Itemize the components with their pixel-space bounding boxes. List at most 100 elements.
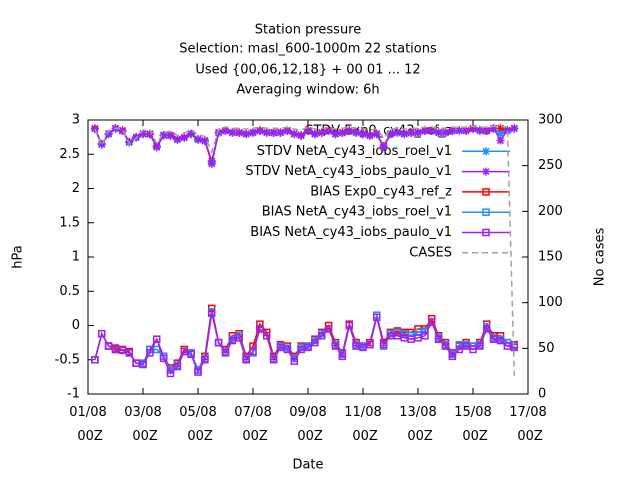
y2-tick-label: 150 <box>538 250 563 265</box>
point-marker <box>276 343 285 352</box>
point-marker <box>324 126 333 135</box>
point-marker <box>276 128 285 137</box>
legend-marker <box>482 208 490 216</box>
point-marker <box>235 129 244 138</box>
point-marker <box>235 334 243 342</box>
point-marker <box>331 342 340 350</box>
y-tick-label: 2.5 <box>59 147 80 162</box>
series-line <box>94 125 516 376</box>
point-marker <box>166 131 175 140</box>
point-marker <box>214 338 223 347</box>
legend-marker <box>482 188 490 196</box>
x-axis-label: Date <box>292 458 323 473</box>
point-marker <box>146 349 154 357</box>
x-tick-label: 09/08 00Z <box>289 405 326 444</box>
point-marker <box>393 332 402 340</box>
point-marker <box>200 136 209 145</box>
point-marker <box>400 129 409 138</box>
point-marker <box>269 129 278 138</box>
point-marker <box>496 124 505 133</box>
y2-tick-label: 100 <box>538 295 563 310</box>
point-marker <box>379 340 388 349</box>
point-marker <box>434 128 443 137</box>
point-marker <box>393 128 402 137</box>
point-marker <box>263 332 271 340</box>
point-marker <box>386 332 395 340</box>
x-tick-label: 11/08 00Z <box>344 405 381 444</box>
point-marker <box>214 128 223 137</box>
point-marker <box>221 126 230 135</box>
point-marker <box>139 129 147 138</box>
point-marker <box>256 325 264 333</box>
point-marker <box>118 126 127 135</box>
point-marker <box>379 143 388 152</box>
point-marker <box>194 368 202 376</box>
x-tick-label: 05/08 00Z <box>179 405 216 444</box>
point-marker <box>311 338 319 347</box>
point-marker <box>290 357 298 365</box>
y2-axis-label: No cases <box>593 228 608 287</box>
point-marker <box>194 135 202 144</box>
y2-tick-label: 250 <box>538 158 563 173</box>
point-marker <box>187 129 196 138</box>
point-marker <box>91 356 99 364</box>
y-tick-label: 1.5 <box>59 215 80 230</box>
legend-marker <box>482 167 490 176</box>
point-marker <box>455 340 463 349</box>
point-marker <box>420 126 429 135</box>
point-marker <box>166 369 175 378</box>
point-marker <box>373 313 381 322</box>
point-marker <box>503 126 512 135</box>
point-marker <box>207 159 216 168</box>
point-marker <box>208 309 216 317</box>
point-marker <box>352 128 361 137</box>
point-marker <box>152 143 161 152</box>
point-marker <box>262 128 271 137</box>
point-marker <box>297 131 306 140</box>
legend-label: BIAS NetA_cy43_iobs_paulo_v1 <box>250 225 452 240</box>
point-marker <box>489 335 498 343</box>
y-tick-label: 1 <box>72 250 80 265</box>
point-marker <box>475 126 484 135</box>
point-marker <box>201 356 209 364</box>
y-tick-label: 0.5 <box>59 284 80 299</box>
point-marker <box>338 129 347 138</box>
x-tick-label: 17/08 00Z <box>509 405 546 444</box>
point-marker <box>372 129 381 138</box>
point-marker <box>153 335 161 343</box>
legend-label: BIAS NetA_cy43_iobs_roel_v1 <box>262 205 452 220</box>
point-marker <box>476 342 484 350</box>
point-marker <box>441 128 450 137</box>
point-marker <box>441 342 450 350</box>
chart-subtitle: Selection: masl_600-1000m 22 stations <box>179 42 437 57</box>
point-marker <box>97 139 106 148</box>
series-line <box>94 308 515 372</box>
point-marker <box>221 349 230 357</box>
legend-marker <box>482 228 490 237</box>
point-marker <box>173 362 182 371</box>
point-marker <box>469 124 477 133</box>
point-marker <box>255 126 264 135</box>
legend-label: STDV NetA_cy43_iobs_paulo_v1 <box>245 164 452 179</box>
point-marker <box>111 345 120 354</box>
point-marker <box>510 124 519 133</box>
y2-tick-label: 0 <box>538 387 546 402</box>
point-marker <box>365 131 374 140</box>
point-marker <box>345 126 354 135</box>
point-marker <box>104 129 113 138</box>
point-marker <box>455 126 464 135</box>
legend-marker <box>482 147 490 156</box>
x-tick-label: 15/08 00Z <box>454 405 491 444</box>
point-marker <box>180 133 189 142</box>
point-marker <box>448 352 457 361</box>
point-marker <box>366 340 374 349</box>
point-marker <box>310 129 319 138</box>
point-marker <box>489 124 498 133</box>
point-marker <box>427 126 436 135</box>
point-marker <box>125 349 133 357</box>
chart-subtitle: Used {00,06,12,18} + 00 01 ... 12 <box>195 63 420 78</box>
point-marker <box>318 332 326 340</box>
chart-title: Station pressure <box>255 23 362 38</box>
x-tick-label: 01/08 00Z <box>69 405 106 444</box>
